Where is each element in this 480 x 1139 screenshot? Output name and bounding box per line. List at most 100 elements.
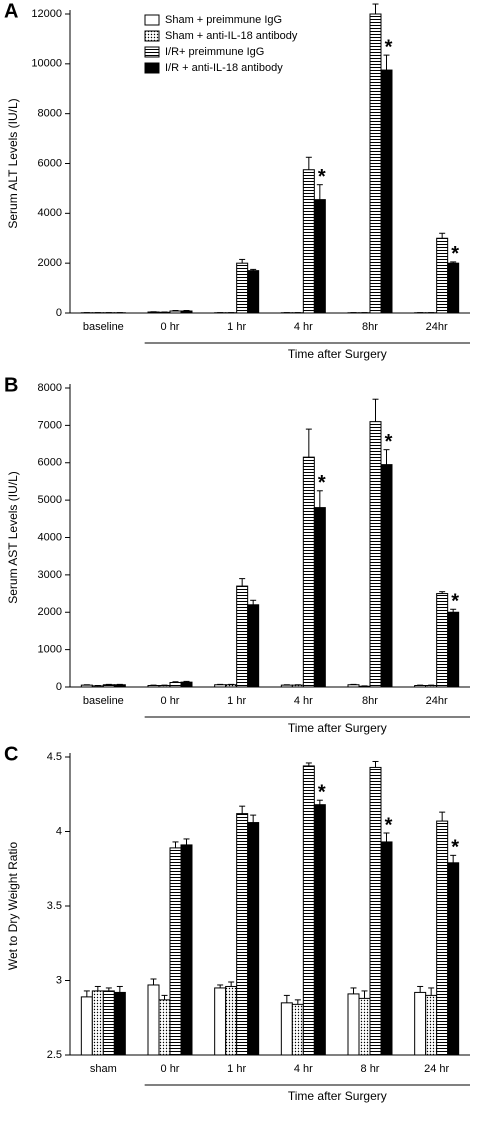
y-axis-label: Serum AST Levels (IU/L) bbox=[6, 471, 20, 604]
y-tick-label: 2000 bbox=[38, 257, 62, 269]
bar bbox=[247, 270, 260, 314]
bar bbox=[414, 991, 427, 1056]
bar bbox=[102, 990, 115, 1056]
y-axis-label: Serum ALT Levels (IU/L) bbox=[6, 98, 20, 228]
x-tick-label: 8hr bbox=[362, 695, 378, 707]
significance-marker: * bbox=[385, 36, 393, 58]
x-tick-label: baseline bbox=[83, 321, 124, 333]
bar bbox=[147, 984, 160, 1056]
y-axis-label: Wet to Dry Weight Ratio bbox=[6, 842, 20, 971]
x-tick-label: 24hr bbox=[426, 321, 448, 333]
y-tick-label: 4.5 bbox=[47, 751, 62, 763]
y-tick-label: 3000 bbox=[38, 569, 62, 581]
x-tick-label: 24 hr bbox=[424, 1063, 449, 1075]
y-tick-label: 10000 bbox=[31, 58, 62, 70]
bar bbox=[414, 685, 427, 688]
bar bbox=[313, 507, 326, 688]
bar bbox=[236, 585, 249, 688]
x-tick-label: 8hr bbox=[362, 321, 378, 333]
bar bbox=[302, 765, 315, 1056]
x-tick-label: 0 hr bbox=[161, 695, 180, 707]
x-tick-label: 1 hr bbox=[227, 321, 246, 333]
x-tick-label: 0 hr bbox=[161, 321, 180, 333]
significance-marker: * bbox=[451, 591, 459, 613]
x-axis-label: Time after Surgery bbox=[288, 721, 387, 735]
bar bbox=[158, 999, 171, 1056]
panel-label: C bbox=[4, 743, 18, 765]
significance-marker: * bbox=[318, 781, 326, 803]
bar bbox=[358, 997, 371, 1056]
legend-swatch bbox=[144, 46, 160, 58]
bar bbox=[169, 847, 182, 1056]
x-tick-label: 24hr bbox=[426, 695, 448, 707]
x-tick-label: 8 hr bbox=[361, 1063, 380, 1075]
bar bbox=[380, 69, 393, 314]
y-tick-label: 7000 bbox=[38, 419, 62, 431]
bar bbox=[214, 987, 227, 1056]
x-tick-label: 4 hr bbox=[294, 1063, 313, 1075]
bar bbox=[180, 310, 193, 314]
bar bbox=[113, 684, 126, 688]
legend-label: Sham + preimmune IgG bbox=[165, 14, 282, 26]
y-tick-label: 4 bbox=[56, 825, 62, 837]
bar bbox=[369, 766, 382, 1056]
y-tick-label: 6000 bbox=[38, 157, 62, 169]
y-tick-label: 0 bbox=[56, 681, 62, 693]
x-tick-label: 1 hr bbox=[227, 695, 246, 707]
bar bbox=[180, 681, 193, 688]
x-axis-label: Time after Surgery bbox=[288, 347, 387, 361]
legend-label: Sham + anti-IL-18 antibody bbox=[165, 30, 298, 42]
bar bbox=[158, 685, 171, 688]
x-tick-label: 4 hr bbox=[294, 695, 313, 707]
x-tick-label: 0 hr bbox=[161, 1063, 180, 1075]
bar bbox=[436, 593, 449, 688]
significance-marker: * bbox=[318, 166, 326, 188]
x-tick-label: 4 hr bbox=[294, 321, 313, 333]
bar bbox=[447, 611, 460, 688]
bar bbox=[436, 237, 449, 314]
significance-marker: * bbox=[385, 431, 393, 453]
y-tick-label: 12000 bbox=[31, 8, 62, 20]
panel-label: A bbox=[4, 0, 18, 22]
x-tick-label: baseline bbox=[83, 695, 124, 707]
y-tick-label: 4000 bbox=[38, 531, 62, 543]
bar bbox=[380, 464, 393, 688]
bar bbox=[369, 421, 382, 688]
y-tick-label: 4000 bbox=[38, 207, 62, 219]
bar bbox=[291, 684, 304, 688]
bar bbox=[91, 685, 104, 688]
x-axis-label: Time after Surgery bbox=[288, 1089, 387, 1103]
bar bbox=[236, 262, 249, 314]
bar bbox=[302, 456, 315, 688]
y-tick-label: 1000 bbox=[38, 644, 62, 656]
y-tick-label: 6000 bbox=[38, 457, 62, 469]
bar bbox=[225, 985, 238, 1056]
legend-label: I/R+ preimmune IgG bbox=[165, 46, 264, 58]
x-tick-label: sham bbox=[90, 1063, 117, 1075]
legend-swatch bbox=[144, 62, 160, 74]
bar bbox=[313, 804, 326, 1056]
bar bbox=[236, 813, 249, 1056]
y-tick-label: 8000 bbox=[38, 382, 62, 394]
bar bbox=[436, 820, 449, 1056]
bar bbox=[169, 310, 182, 314]
bar bbox=[91, 990, 104, 1056]
significance-marker: * bbox=[318, 472, 326, 494]
bar bbox=[80, 996, 93, 1056]
bar bbox=[280, 684, 293, 688]
bar bbox=[247, 822, 260, 1056]
legend-swatch bbox=[144, 14, 160, 26]
legend-swatch bbox=[144, 30, 160, 42]
bar bbox=[347, 684, 360, 688]
y-tick-label: 3.5 bbox=[47, 900, 62, 912]
bar bbox=[280, 1002, 293, 1056]
legend-label: I/R + anti-IL-18 antibody bbox=[165, 62, 283, 74]
bar bbox=[369, 13, 382, 314]
bar bbox=[147, 685, 160, 688]
bar bbox=[380, 841, 393, 1056]
bar bbox=[347, 993, 360, 1056]
bar bbox=[247, 604, 260, 688]
bar bbox=[425, 685, 438, 688]
bar bbox=[313, 199, 326, 314]
